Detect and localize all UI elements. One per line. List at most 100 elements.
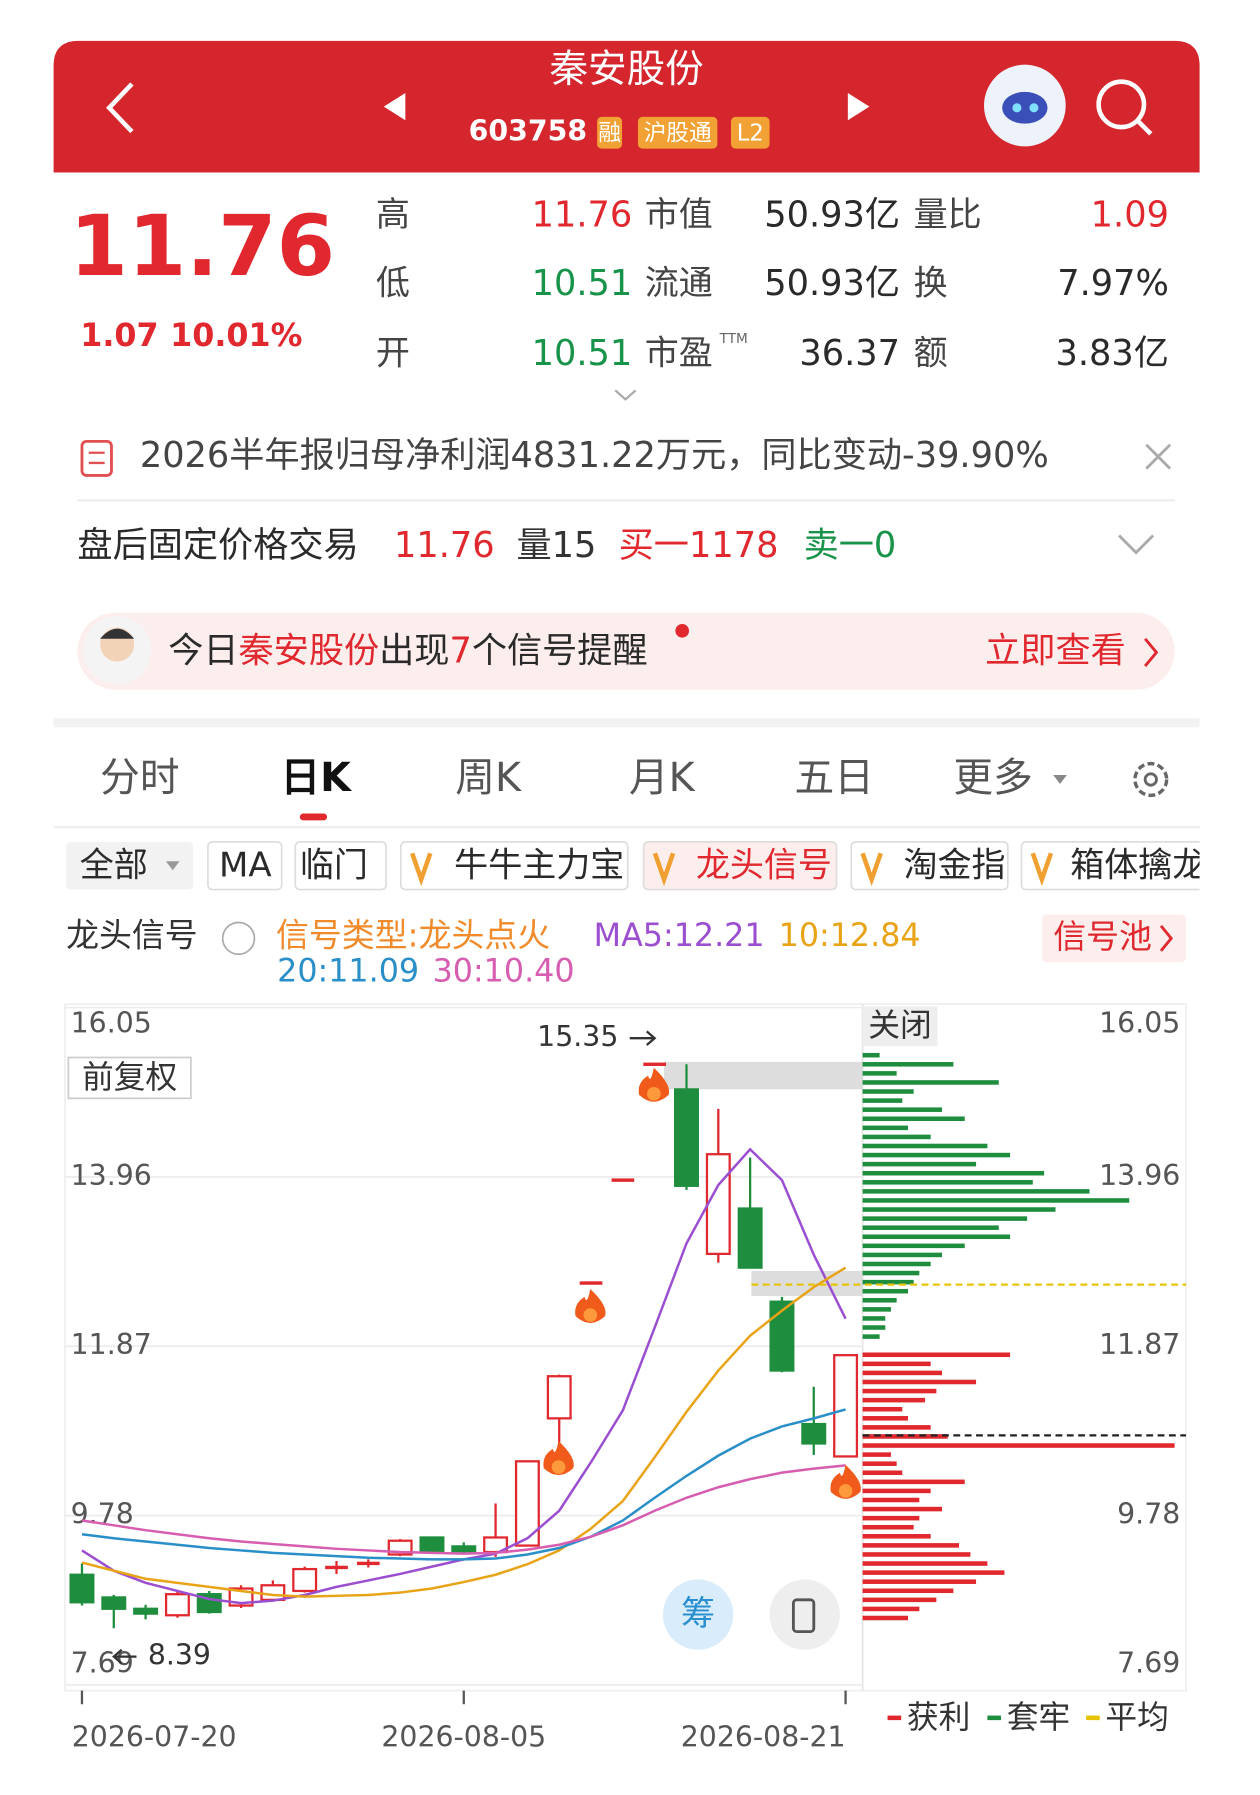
signal-flame — [830, 1464, 861, 1499]
chip-bar-trapped — [862, 1116, 965, 1122]
legend-swatch — [987, 1715, 1002, 1721]
rotate-button[interactable] — [769, 1579, 840, 1650]
help-icon[interactable] — [221, 921, 256, 956]
chip-bar-profit — [862, 1497, 920, 1503]
quote-label: 开 — [376, 334, 410, 374]
period-tab[interactable]: 周K — [455, 755, 522, 801]
quote-label: 高 — [376, 195, 410, 235]
next-stock[interactable] — [847, 93, 870, 121]
chip-bar-profit — [862, 1524, 914, 1530]
signal-dot — [675, 624, 690, 638]
y-tick-label: 16.05 — [71, 1007, 152, 1040]
expand-quote[interactable] — [614, 389, 637, 401]
period-tab[interactable]: 日K — [280, 755, 352, 801]
after-hours-expand[interactable] — [1118, 534, 1155, 555]
quote-label: 流通 — [645, 263, 713, 303]
filter-v-icon — [410, 852, 433, 887]
chip-bar-profit — [862, 1379, 977, 1385]
candle-body — [260, 1584, 286, 1601]
chip-bar-trapped — [862, 1261, 931, 1267]
signal-banner[interactable] — [77, 612, 1175, 690]
candle-body — [737, 1207, 763, 1269]
filter-chip[interactable] — [850, 841, 1009, 891]
chip-bar-trapped — [862, 1134, 931, 1140]
settings-button[interactable] — [1133, 761, 1169, 798]
legend-label: 平均 — [1105, 1700, 1168, 1736]
filter-chip[interactable] — [207, 841, 283, 891]
period-tab[interactable]: 分时 — [100, 755, 179, 801]
prev-stock[interactable] — [383, 93, 406, 121]
price-change-pct: 10.01% — [170, 318, 302, 354]
candle-body — [579, 1281, 603, 1285]
close-chip-label: 关闭 — [868, 1008, 932, 1044]
ma-line — [81, 1147, 847, 1605]
filter-chip[interactable] — [1020, 841, 1214, 891]
stock-tag-bg — [730, 116, 770, 149]
candle-body — [133, 1607, 159, 1615]
filter-label: 龙头信号 — [696, 845, 832, 885]
signal-pool-button[interactable] — [1041, 914, 1186, 963]
chip-bar-trapped — [862, 1071, 897, 1076]
chip-bar-trapped — [862, 1198, 1130, 1203]
pressure-zone — [664, 1061, 863, 1090]
after-hours-price: 11.76 — [394, 525, 495, 566]
period-tab[interactable]: 月K — [629, 755, 696, 801]
legend-label: 获利 — [907, 1700, 971, 1736]
filter-chip[interactable] — [294, 841, 387, 891]
signal-pool: 信号池 — [1053, 917, 1152, 956]
signal-flame-core — [551, 1460, 566, 1474]
chip-bar-trapped — [862, 1107, 943, 1112]
after-hours-volume: 量15 — [517, 525, 597, 566]
chip-button[interactable] — [662, 1579, 734, 1650]
notice-close[interactable] — [1145, 443, 1172, 470]
chip-bar-profit — [862, 1561, 988, 1566]
notice-text: 2026半年报归母净利润4831.22万元，同比变动-39.90% — [140, 435, 1049, 476]
stock-code: 603758 — [469, 115, 587, 148]
chip-bar-trapped — [862, 1307, 891, 1312]
search-button[interactable] — [1096, 79, 1147, 130]
period-tab[interactable]: 五日 — [795, 755, 874, 801]
signal-flame — [543, 1440, 574, 1476]
signal-action-arrow — [1144, 637, 1159, 667]
signal-banner-part: 今日 — [168, 630, 238, 671]
back-button[interactable] — [106, 82, 134, 134]
legend-swatch — [1086, 1715, 1100, 1721]
filter-v-icon — [860, 852, 883, 887]
quote-label: 额 — [914, 334, 948, 374]
candle-body — [356, 1561, 380, 1566]
chip-bar-profit — [862, 1443, 1175, 1448]
chip-bar-profit — [862, 1352, 1011, 1358]
x-tick-label: 2026-07-20 — [72, 1720, 237, 1753]
price-change: 1.07 — [80, 318, 158, 354]
chip-button-label: 筹 — [681, 1594, 715, 1634]
quote-value: 11.76 — [532, 195, 633, 236]
chip-bar-trapped — [862, 1098, 903, 1103]
quote-value: 10.51 — [532, 333, 633, 374]
chip-bar-profit — [862, 1416, 908, 1421]
high-marker: 15.35 — [537, 1020, 618, 1053]
filter-chip[interactable] — [642, 841, 838, 891]
last-price: 11.76 — [69, 197, 335, 295]
candle-body — [769, 1300, 795, 1372]
active-tab-indicator — [299, 813, 328, 821]
chip-bar-profit — [862, 1388, 937, 1394]
y-tick-label: 13.96 — [71, 1159, 152, 1192]
filter-label: MA — [219, 845, 272, 885]
close-chip-button[interactable] — [862, 1006, 938, 1047]
signal-banner-part: 出现 — [379, 630, 449, 671]
x-tick-label: 2026-08-21 — [681, 1720, 846, 1753]
chip-bar-trapped — [862, 1234, 1011, 1240]
chip-bar-trapped — [862, 1125, 908, 1131]
adjust-box[interactable] — [67, 1056, 192, 1100]
filter-chip[interactable] — [66, 841, 194, 890]
quote-label: 市盈 — [645, 334, 713, 374]
signal-action[interactable]: 立即查看 — [985, 630, 1126, 671]
period-tab[interactable]: 更多 — [953, 755, 1032, 801]
signal-flame — [575, 1288, 606, 1323]
filter-v-icon — [1030, 852, 1054, 887]
filter-chip[interactable] — [399, 841, 629, 891]
y-tick-label: 7.69 — [71, 1647, 134, 1680]
chip-bar-trapped — [862, 1180, 1033, 1185]
chip-bar-trapped — [862, 1207, 1056, 1212]
rotate-icon — [791, 1598, 816, 1634]
